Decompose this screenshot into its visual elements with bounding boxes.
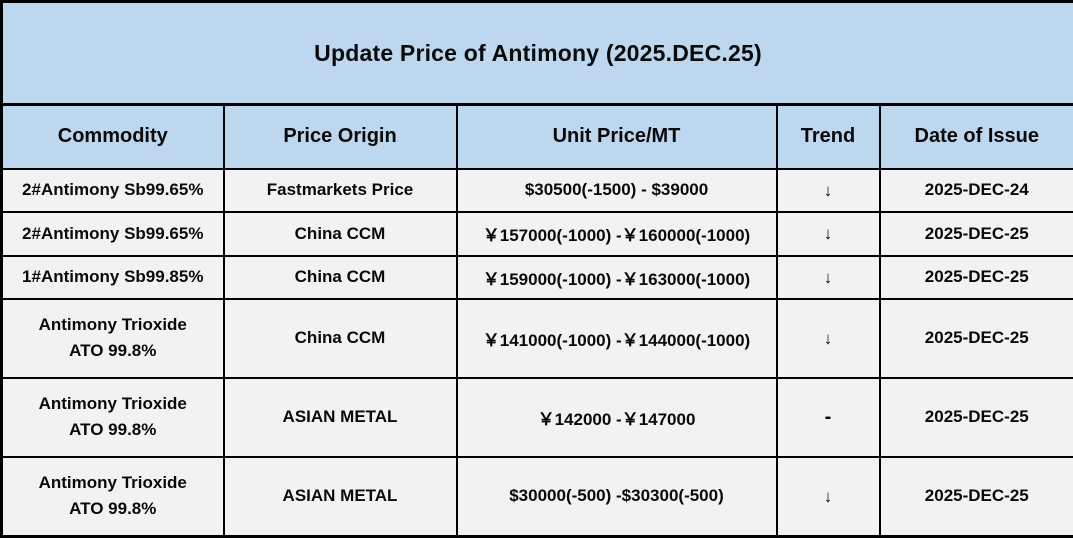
commodity-cell: Antimony Trioxide ATO 99.8% [0,376,225,458]
title-row: Update Price of Antimony (2025.DEC.25) [0,0,1073,106]
unit-price-cell: ￥142000 -￥147000 [455,376,778,458]
unit-price-cell: ￥157000(-1000) -￥160000(-1000) [455,211,778,257]
header-price-origin: Price Origin [222,103,458,170]
commodity-cell: 2#Antimony Sb99.65% [0,167,225,213]
header-unit-price: Unit Price/MT [455,103,778,170]
trend-down-icon: ↓ [775,298,881,379]
unit-price-cell: ￥141000(-1000) -￥144000(-1000) [455,298,778,379]
trend-flat-dash: - [775,376,881,458]
table-row: 1#Antimony Sb99.85% China CCM ￥159000(-1… [0,254,1073,300]
trend-down-icon: ↓ [775,254,881,300]
price-origin-cell: ASIAN METAL [222,455,458,538]
commodity-cell: 2#Antimony Sb99.65% [0,211,225,257]
date-of-issue-cell: 2025-DEC-25 [878,254,1073,300]
table-row: Antimony Trioxide ATO 99.8% China CCM ￥1… [0,298,1073,379]
date-of-issue-cell: 2025-DEC-24 [878,167,1073,213]
commodity-cell: 1#Antimony Sb99.85% [0,254,225,300]
commodity-cell: Antimony Trioxide ATO 99.8% [0,455,225,538]
header-commodity: Commodity [0,103,225,170]
price-origin-cell: China CCM [222,211,458,257]
date-of-issue-cell: 2025-DEC-25 [878,376,1073,458]
date-of-issue-cell: 2025-DEC-25 [878,211,1073,257]
commodity-cell: Antimony Trioxide ATO 99.8% [0,298,225,379]
header-trend: Trend [775,103,881,170]
trend-down-icon: ↓ [775,455,881,538]
table-row: Antimony Trioxide ATO 99.8% ASIAN METAL … [0,455,1073,538]
price-origin-cell: China CCM [222,298,458,379]
header-date-of-issue: Date of Issue [878,103,1073,170]
trend-down-icon: ↓ [775,211,881,257]
table-row: 2#Antimony Sb99.65% China CCM ￥157000(-1… [0,211,1073,257]
unit-price-cell: ￥159000(-1000) -￥163000(-1000) [455,254,778,300]
trend-down-icon: ↓ [775,167,881,213]
header-row: Commodity Price Origin Unit Price/MT Tre… [0,103,1073,170]
date-of-issue-cell: 2025-DEC-25 [878,455,1073,538]
page-title: Update Price of Antimony (2025.DEC.25) [0,0,1073,106]
table-row: Antimony Trioxide ATO 99.8% ASIAN METAL … [0,376,1073,458]
unit-price-cell: $30000(-500) -$30300(-500) [455,455,778,538]
price-origin-cell: China CCM [222,254,458,300]
price-origin-cell: ASIAN METAL [222,376,458,458]
table-row: 2#Antimony Sb99.65% Fastmarkets Price $3… [0,167,1073,213]
unit-price-cell: $30500(-1500) - $39000 [455,167,778,213]
price-origin-cell: Fastmarkets Price [222,167,458,213]
date-of-issue-cell: 2025-DEC-25 [878,298,1073,379]
